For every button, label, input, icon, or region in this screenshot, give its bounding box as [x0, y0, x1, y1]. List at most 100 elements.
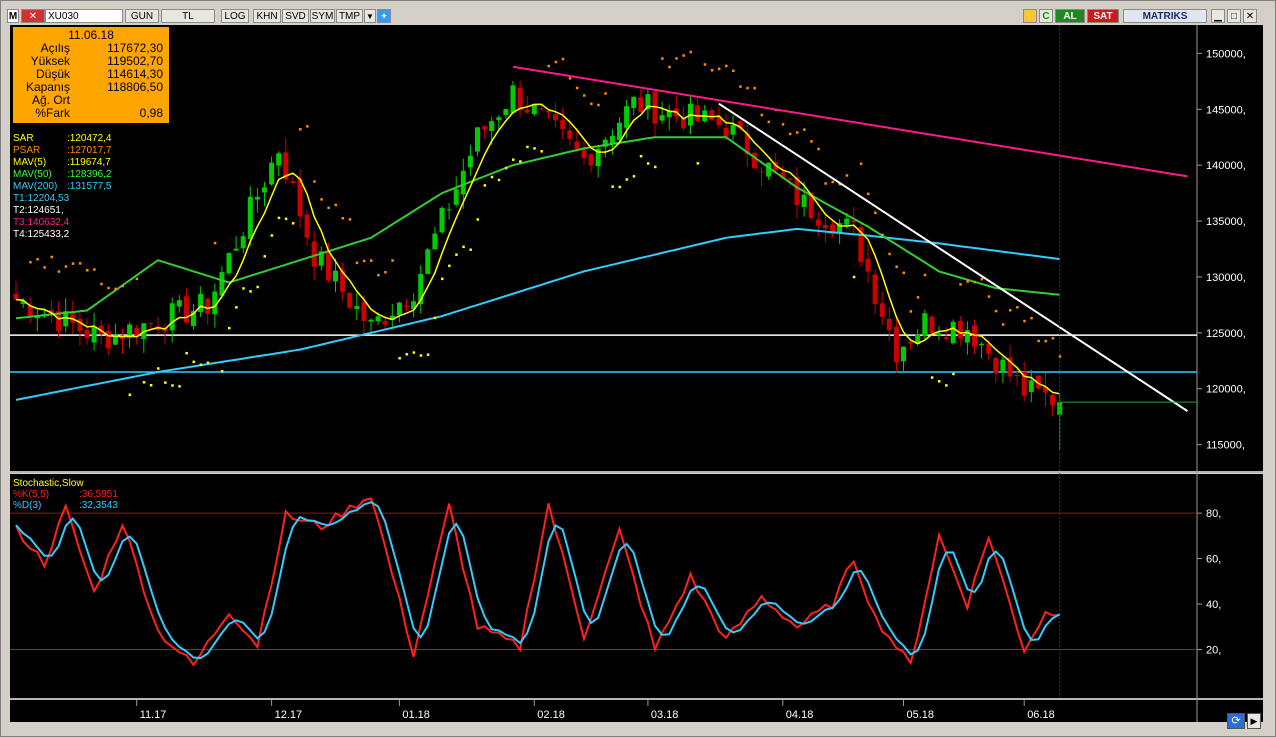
candle: [240, 232, 246, 254]
candle-body: [1057, 402, 1063, 415]
candle: [63, 298, 69, 333]
psar-dot: [313, 180, 316, 183]
khn-button[interactable]: KHN: [253, 9, 281, 23]
candle-body: [574, 141, 580, 149]
candle-body: [318, 251, 324, 266]
twitter-icon[interactable]: ✦: [377, 9, 391, 23]
sell-button[interactable]: SAT: [1087, 9, 1119, 23]
psar-dot: [50, 255, 53, 259]
candle-body: [148, 323, 154, 325]
log-button[interactable]: LOG: [221, 9, 249, 23]
legend-sar: SAR:120472,4: [13, 133, 112, 144]
psar-dot: [732, 69, 735, 73]
matriks-m-icon[interactable]: M: [7, 9, 19, 23]
candle: [709, 106, 715, 121]
psar-dot: [604, 92, 607, 95]
stoch-k-line: [15, 497, 1060, 667]
stochastic-axis-panel: [1197, 474, 1263, 698]
psar-dot: [597, 103, 600, 107]
candle: [77, 310, 83, 346]
candle: [269, 156, 275, 186]
psar-dots: [29, 50, 1062, 397]
candle: [936, 326, 942, 341]
candle-body: [368, 319, 374, 322]
candle: [1050, 394, 1056, 417]
candle-body: [411, 301, 417, 310]
psar-dot: [760, 113, 763, 117]
candle-body: [851, 220, 857, 223]
psar-dot: [228, 326, 231, 330]
candle: [794, 167, 800, 219]
psar-dot: [803, 128, 806, 131]
candle: [340, 262, 346, 301]
close-icon[interactable]: ✕: [1243, 9, 1257, 23]
candle-body: [347, 292, 353, 308]
candle: [27, 296, 33, 324]
maximize-icon[interactable]: □: [1227, 9, 1241, 23]
tmp-button[interactable]: TMP: [336, 9, 363, 23]
lightning-icon[interactable]: ⚡: [1023, 9, 1037, 23]
candle: [276, 151, 282, 177]
dropdown-arrow-icon[interactable]: ▼: [364, 9, 376, 23]
psar-dot: [632, 175, 636, 178]
candle-body: [112, 334, 118, 345]
minimize-icon[interactable]: ▁: [1211, 9, 1225, 23]
psar-dot: [71, 262, 75, 265]
candle: [191, 303, 196, 330]
psar-dot: [157, 367, 160, 370]
candle-body: [105, 331, 111, 349]
currency-button[interactable]: TL: [161, 9, 215, 23]
candle: [418, 265, 424, 314]
candle: [290, 176, 296, 186]
buy-button[interactable]: AL: [1055, 9, 1085, 23]
candle-body: [233, 248, 239, 251]
candle: [226, 252, 232, 276]
psar-dot: [497, 178, 501, 182]
candle: [56, 301, 62, 338]
candle-body: [531, 104, 537, 115]
sync-icon[interactable]: ⟳: [1227, 713, 1245, 729]
stochastic-panel: [10, 474, 1197, 698]
psar-dot: [462, 245, 465, 249]
time-tick-label: 03.18: [651, 709, 679, 721]
candle-body: [396, 302, 402, 316]
candle-body: [964, 330, 970, 343]
legend-k: %K(5,5):36,5951: [13, 489, 118, 500]
psar-dot: [1001, 323, 1005, 326]
psar-dot: [185, 351, 188, 355]
candle: [716, 106, 722, 129]
candle: [389, 303, 395, 329]
candle: [13, 280, 19, 301]
sym-button[interactable]: SYM: [310, 9, 335, 23]
candle: [496, 115, 502, 131]
candle-body: [404, 306, 409, 308]
svd-button[interactable]: SVD: [282, 9, 309, 23]
candle-body: [496, 117, 502, 121]
candle: [666, 104, 672, 131]
scroll-right-icon[interactable]: ▶: [1247, 713, 1261, 729]
period-button[interactable]: GUN: [125, 9, 159, 23]
candle-body: [183, 296, 189, 323]
candle-body: [70, 311, 76, 323]
candle-body: [737, 121, 743, 129]
psar-dot: [334, 203, 337, 207]
candle-body: [311, 241, 317, 267]
time-tick-label: 02.18: [537, 709, 565, 721]
candle: [560, 107, 566, 139]
symbol-field[interactable]: XU030: [45, 9, 123, 23]
candle: [503, 108, 509, 119]
candle-body: [865, 258, 871, 272]
matriks-logo: MATRIKS: [1123, 9, 1207, 23]
flag-icon[interactable]: ✕: [21, 9, 45, 23]
refresh-icon[interactable]: C: [1039, 9, 1053, 23]
psar-dot: [796, 131, 799, 134]
candle-body: [957, 320, 963, 339]
candle: [822, 213, 828, 243]
psar-dot: [299, 128, 302, 131]
candle-body: [922, 313, 928, 336]
psar-dot: [952, 372, 955, 376]
candle: [510, 80, 516, 114]
psar-dot: [639, 154, 643, 158]
